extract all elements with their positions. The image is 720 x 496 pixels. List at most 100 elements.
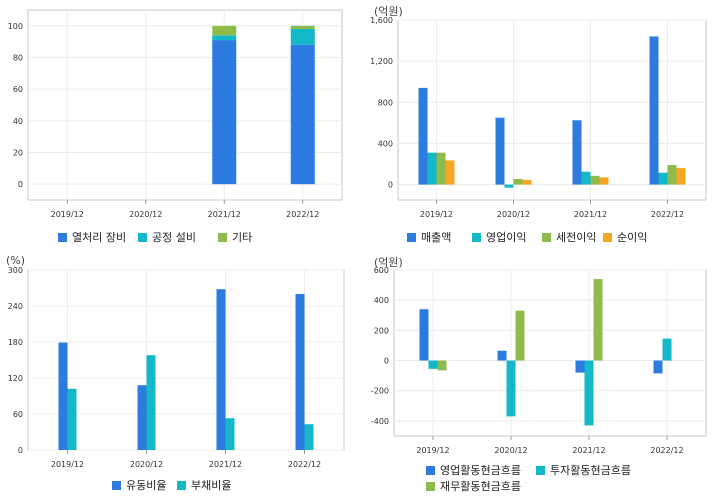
y-tick-label: 0 (388, 181, 393, 190)
legend-swatch (603, 232, 612, 242)
legend-swatch (58, 232, 67, 242)
legend-item: 순이익 (603, 229, 647, 245)
legend-label: 부채비율 (191, 479, 232, 492)
legend-swatch (542, 232, 551, 242)
legend-label: 매출액 (421, 231, 452, 244)
y-tick-label: 0 (384, 357, 389, 366)
bar (137, 385, 147, 450)
chart-panel-ratios: (%) 0 60 120 180 240 300 2019/12 2020/12 2021/12… (0, 252, 360, 496)
chart-svg-3: 0 60 120 180 240 300 2019/12 2020/12 2021/12 2022… (8, 266, 345, 469)
legend-swatch (112, 480, 121, 490)
bar (304, 424, 314, 450)
x-tick-label: 2022/12 (650, 446, 683, 455)
x-tick-label: 2022/12 (286, 210, 319, 219)
bar (290, 29, 315, 45)
plot-frame (27, 9, 343, 201)
legend-item: 재무활동현금흐름 (426, 478, 521, 494)
y-tick-label: 0 (18, 180, 23, 189)
bar (522, 179, 532, 185)
bar (590, 175, 600, 185)
chart-svg-4: -400 -200 0 200 400 600 2019/12 2020/12 2021/12 2… (371, 266, 707, 455)
x-tick-label: 2019/12 (416, 446, 449, 455)
x-tick-label: 2020/12 (497, 210, 530, 219)
bar (662, 338, 672, 361)
x-tick-label: 2021/12 (572, 446, 605, 455)
bar (653, 360, 663, 374)
bar (593, 279, 603, 361)
y-tick-label: 60 (13, 410, 23, 419)
y-tick-label: 0 (18, 446, 23, 455)
bar (212, 25, 237, 36)
bar (146, 355, 156, 450)
x-tick-label: 2022/12 (288, 460, 321, 469)
legend-3: 유동비율 부채비율 (0, 474, 360, 494)
chart-svg-2: 0 400 800 1,200 1,600 2019/12 2020/12 2021/12 20… (370, 16, 707, 219)
legend-swatch (407, 232, 416, 242)
y-tick-label: 800 (378, 98, 393, 107)
y-tick-label: 200 (374, 326, 389, 335)
bar (290, 44, 315, 185)
legend-swatch (177, 480, 186, 490)
legend-item: 기타 (218, 229, 252, 245)
legend-swatch (426, 481, 435, 491)
y-tick-label: 1,200 (370, 57, 393, 66)
bar (506, 360, 516, 417)
x-tick-label: 2019/12 (51, 460, 84, 469)
legend-item: 공정 설비 (138, 229, 196, 245)
bar (225, 418, 235, 450)
chart-panel-earnings: (억원) 0 400 800 1,200 1,600 2019/12 2020/12 2021… (360, 0, 720, 250)
legend-item: 열처리 장비 (58, 229, 126, 245)
y-tick-label: 400 (374, 296, 389, 305)
y-tick-label: -400 (371, 417, 389, 426)
legend-label: 영업활동현금흐름 (440, 464, 521, 477)
bar (427, 152, 437, 185)
bar (513, 178, 523, 185)
legend-label: 영업이익 (486, 231, 527, 244)
legend-label: 세전이익 (556, 231, 597, 244)
bar (437, 360, 447, 371)
legend-4: 영업활동현금흐름 투자활동현금흐름 재무활동현금흐름 (360, 460, 720, 496)
plot-frame (393, 269, 707, 437)
legend-label: 열처리 장비 (72, 231, 127, 244)
legend-swatch (426, 465, 435, 475)
x-tick-label: 2019/12 (51, 210, 84, 219)
chart-panel-product-mix: 0 20 40 60 80 100 2019/12 2020/12 2021/12 2022/12… (0, 0, 360, 250)
legend-label: 투자활동현금흐름 (550, 464, 631, 477)
y-tick-label: 80 (13, 54, 23, 63)
y-tick-label: 120 (8, 374, 23, 383)
bar (290, 25, 315, 29)
bar (676, 168, 686, 185)
y-tick-label: 100 (8, 22, 23, 31)
legend-swatch (536, 465, 545, 475)
bar (418, 87, 428, 185)
x-tick-label: 2021/12 (574, 210, 607, 219)
x-tick-label: 2019/12 (420, 210, 453, 219)
legend-swatch (218, 232, 227, 242)
legend-label: 기타 (232, 231, 253, 244)
bar (428, 360, 438, 369)
bar (212, 35, 237, 41)
bar (658, 172, 668, 185)
plot-frame (27, 269, 345, 451)
unit-label: (%) (6, 254, 26, 267)
chart-panel-cashflow: (억원) -400 -200 0 200 400 600 2019/12 2020/12 202… (360, 252, 720, 496)
unit-label: (억원) (374, 5, 403, 18)
bar (599, 177, 609, 185)
y-tick-label: 20 (13, 149, 23, 158)
y-tick-label: -200 (371, 387, 389, 396)
bar (58, 342, 68, 450)
bar (419, 309, 429, 361)
bar (584, 360, 594, 426)
legend-item: 매출액 (407, 229, 451, 245)
bar (295, 294, 305, 450)
legend-swatch (138, 232, 147, 242)
y-tick-label: 300 (8, 266, 23, 275)
x-tick-label: 2021/12 (209, 460, 242, 469)
bar (572, 120, 582, 185)
x-tick-label: 2021/12 (208, 210, 241, 219)
legend-label: 유동비율 (126, 479, 167, 492)
legend-item: 유동비율 (112, 477, 166, 493)
legend-item: 세전이익 (542, 229, 596, 245)
legend-1: 열처리 장비 공정 설비 기타 (0, 226, 360, 246)
bar (495, 117, 505, 185)
